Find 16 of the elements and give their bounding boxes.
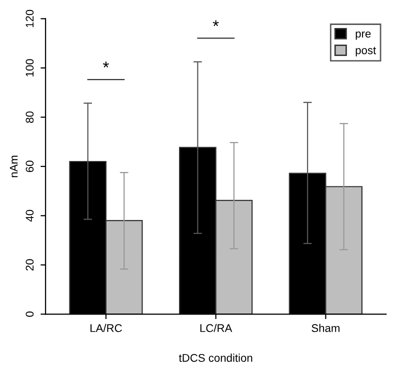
x-tick-label: LA/RC	[90, 324, 122, 332]
y-tick-label: 80	[26, 111, 34, 123]
y-tick-label: 120	[26, 10, 34, 28]
y-tick-label: 40	[26, 210, 34, 222]
annotation: *	[102, 62, 109, 68]
x-tick-label: Sham	[312, 324, 340, 332]
annotation: *	[212, 20, 219, 26]
y-tick-label: 60	[26, 160, 34, 172]
x-axis-title: tDCS condition	[178, 354, 252, 362]
y-tick-label: 0	[26, 312, 34, 317]
y-tick-label: 20	[26, 259, 34, 271]
legend-label: pre	[356, 32, 371, 40]
y-axis-title: nAm	[10, 156, 18, 178]
x-tick-label: LC/RA	[200, 324, 232, 332]
y-tick-label: 100	[26, 59, 34, 76]
legend-label: post	[356, 46, 376, 56]
